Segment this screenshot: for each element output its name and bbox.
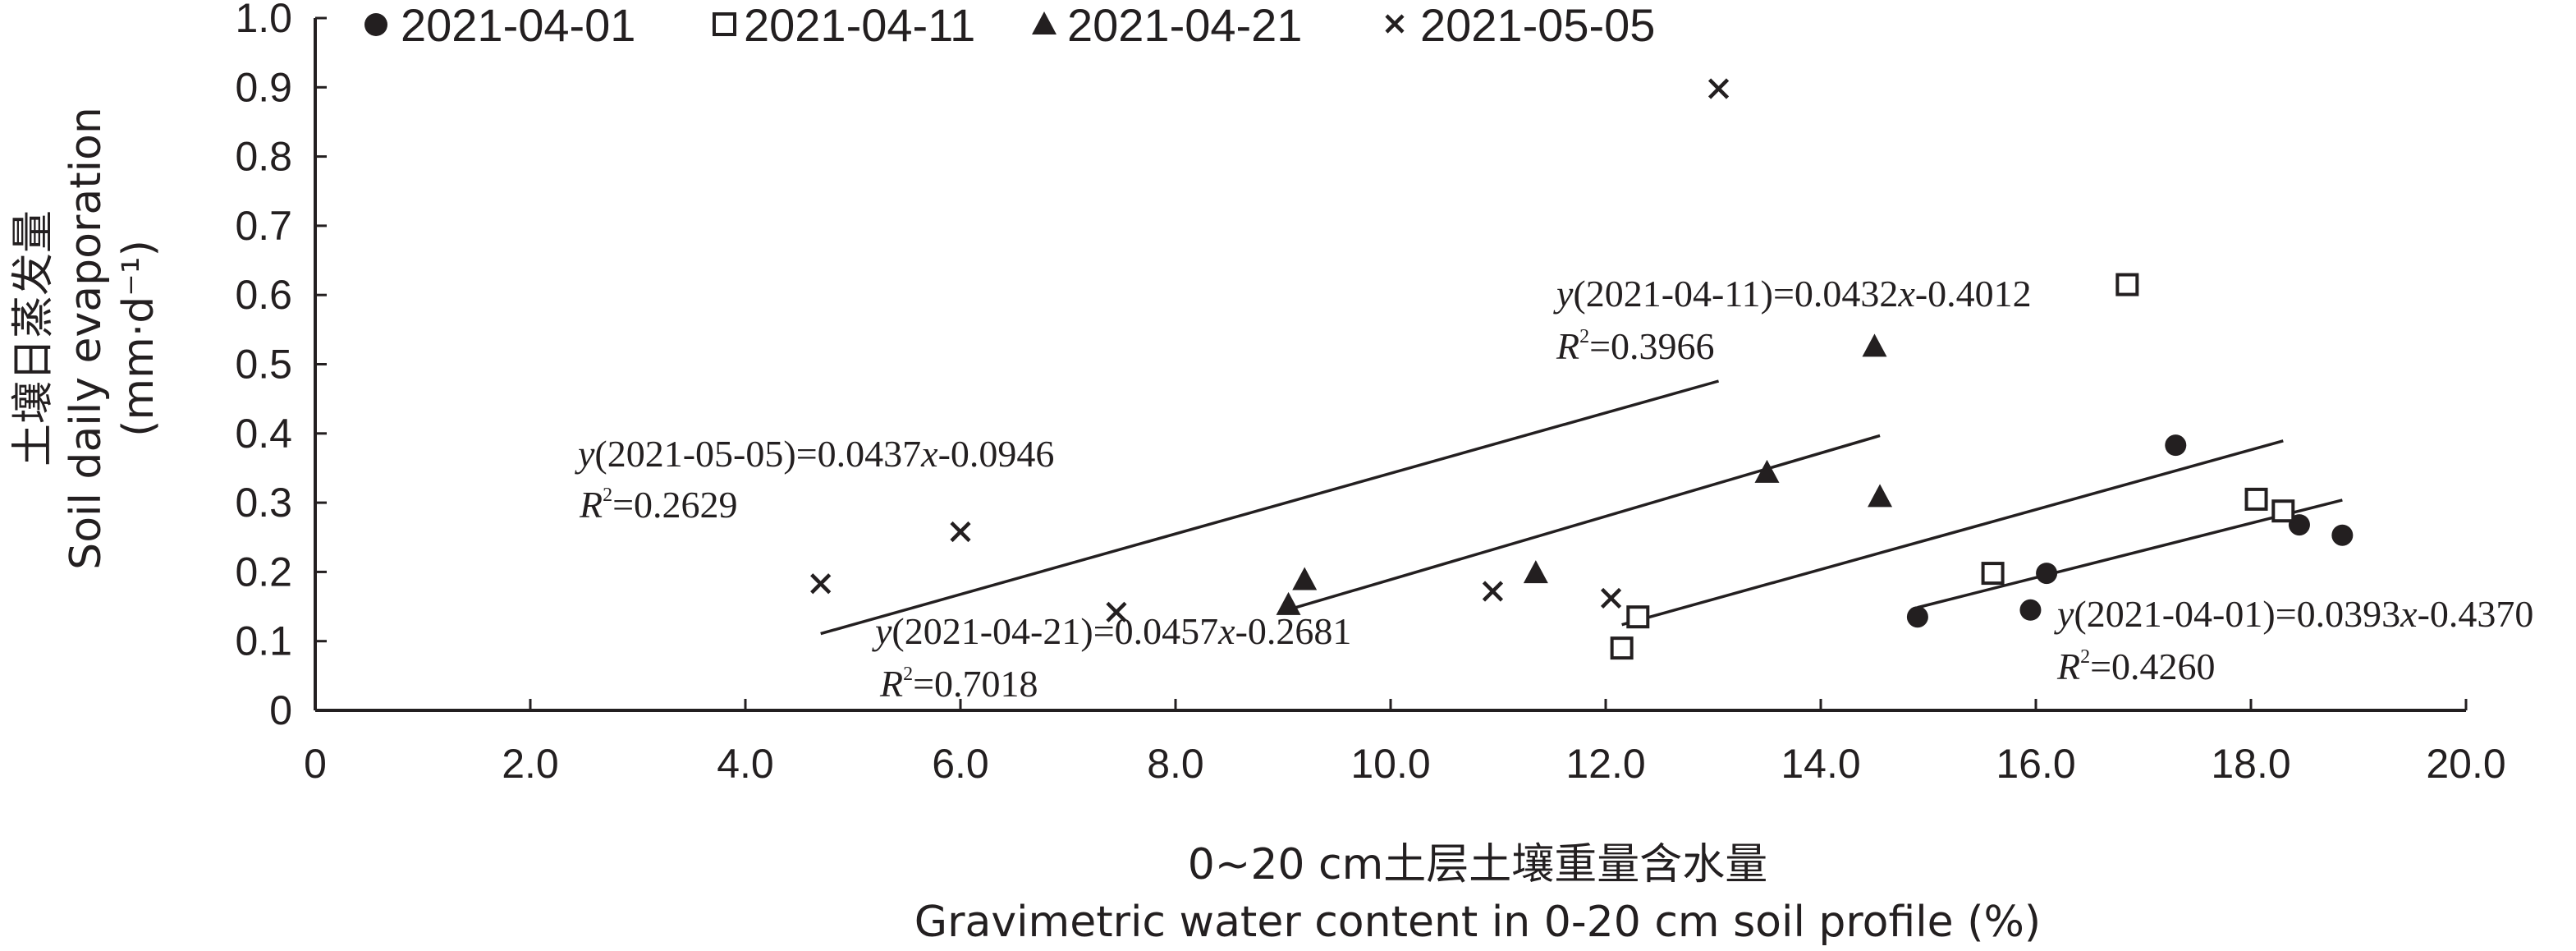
y-tick-label: 0.7 — [235, 203, 292, 249]
y-tick-label: 0.4 — [235, 411, 292, 457]
legend-label: 2021-04-11 — [744, 0, 975, 51]
data-point — [1754, 459, 1780, 483]
legend-item-2021-04-11: 2021-04-11 — [713, 0, 975, 51]
y-axis-title-en: Soil daily evaporation — [62, 107, 111, 570]
trend-line-2021-04-21 — [1288, 434, 1881, 612]
equation-2021-04-11: y(2021-04-11)=0.0432x-0.4012 R2=0.3966 — [1553, 273, 2032, 367]
equation-2021-04-21: y(2021-04-21)=0.0457x-0.2681 R2=0.7018 — [872, 610, 1351, 705]
legend-item-2021-04-01: 2021-04-01 — [364, 0, 635, 51]
trend-lines — [820, 379, 2343, 636]
trend-line-2021-04-01 — [1917, 498, 2343, 609]
data-points — [810, 78, 2354, 660]
series-2021-04-11 — [1610, 273, 2295, 660]
x-tick-label: 6.0 — [932, 741, 989, 787]
equation-text: y(2021-05-05)=0.0437x-0.0946 — [575, 433, 1054, 475]
x-tick-label: 12.0 — [1565, 741, 1645, 787]
data-point — [1600, 587, 1622, 609]
x-tick-label: 16.0 — [1996, 741, 2075, 787]
legend-label: 2021-04-01 — [401, 0, 635, 51]
y-tick-label: 0.2 — [235, 549, 292, 595]
series-2021-05-05 — [810, 78, 1730, 623]
equation-text: y(2021-04-21)=0.0457x-0.2681 — [872, 610, 1351, 652]
axes: 0 2.0 4.0 6.0 8.0 10.0 12.0 14.0 16.0 18.0 20.0 0 0.… — [235, 0, 2505, 787]
data-point — [2244, 487, 2268, 511]
data-point — [2019, 599, 2042, 621]
legend-marker-circle — [364, 13, 387, 36]
y-tick-label: 0.5 — [235, 342, 292, 388]
data-point — [1482, 581, 1504, 602]
data-point — [1292, 567, 1318, 590]
data-point — [950, 521, 971, 543]
y-tick-label: 0.1 — [235, 618, 292, 664]
data-point — [1626, 605, 1650, 629]
equation-text: y(2021-04-11)=0.0432x-0.4012 — [1553, 273, 2032, 315]
x-tick-label: 10.0 — [1350, 741, 1430, 787]
x-tick-label: 0 — [304, 741, 327, 787]
trend-line-2021-05-05 — [820, 379, 1720, 636]
legend-label: 2021-05-05 — [1420, 0, 1655, 51]
x-tick-label: 2.0 — [502, 741, 559, 787]
equation-2021-05-05: y(2021-05-05)=0.0437x-0.0946 R2=0.2629 — [575, 433, 1054, 526]
legend-label: 2021-04-21 — [1067, 0, 1302, 51]
legend: 2021-04-01 2021-04-11 2021-04-21 2021-05… — [364, 0, 1655, 51]
data-point — [2165, 434, 2187, 457]
x-axis-title-cn: 0~20 cm土层土壤重量含水量 — [1188, 840, 1768, 889]
y-axis-title-cn: 土壤日蒸发量 — [9, 210, 58, 466]
y-tick-label: 0.8 — [235, 134, 292, 180]
r-squared-text: R2=0.4260 — [2056, 645, 2216, 687]
y-axis-units: (mm·d⁻¹) — [114, 240, 163, 437]
axis-titles: 0~20 cm土层土壤重量含水量 Gravimetric water conte… — [9, 107, 2041, 947]
r-squared-text: R2=0.2629 — [579, 484, 738, 526]
legend-marker-square — [713, 12, 736, 36]
y-tick-label: 1.0 — [235, 0, 292, 41]
data-point — [2331, 524, 2354, 546]
legend-marker-triangle — [1032, 11, 1057, 34]
data-point — [1610, 636, 1634, 660]
y-tick-label: 0.6 — [235, 272, 292, 318]
x-tick-label: 4.0 — [717, 741, 774, 787]
legend-item-2021-05-05: 2021-05-05 — [1385, 0, 1655, 51]
y-tick-label: 0.9 — [235, 64, 292, 110]
x-tick-label: 8.0 — [1147, 741, 1204, 787]
x-tick-label: 20.0 — [2426, 741, 2505, 787]
x-tick-label: 14.0 — [1781, 741, 1860, 787]
trend-line-2021-04-11 — [1621, 439, 2284, 627]
data-point — [1868, 484, 1893, 508]
data-point — [1276, 591, 1301, 615]
equation-text: y(2021-04-01)=0.0393x-0.4370 — [2054, 593, 2533, 635]
data-point — [1981, 562, 2005, 586]
data-point — [2115, 273, 2139, 296]
series-2021-04-01 — [1906, 434, 2354, 628]
r-squared-text: R2=0.3966 — [1556, 325, 1715, 367]
data-point — [1523, 560, 1548, 584]
legend-item-2021-04-21: 2021-04-21 — [1032, 0, 1302, 51]
data-point — [2271, 499, 2295, 523]
data-point — [1707, 78, 1730, 99]
data-point — [1106, 601, 1127, 623]
r-squared-text: R2=0.7018 — [879, 663, 1038, 705]
y-tick-label: 0 — [269, 687, 292, 733]
x-tick-label: 18.0 — [2211, 741, 2290, 787]
regression-equations: y(2021-04-11)=0.0432x-0.4012 R2=0.3966 y… — [575, 273, 2533, 705]
data-point — [1906, 606, 1928, 628]
data-point — [810, 573, 832, 595]
data-point — [2036, 563, 2058, 585]
y-tick-label: 0.3 — [235, 480, 292, 526]
x-axis-title-en: Gravimetric water content in 0-20 cm soi… — [914, 898, 2041, 947]
legend-marker-cross — [1385, 14, 1405, 34]
series-2021-04-21 — [1276, 333, 1893, 615]
data-point — [1862, 333, 1887, 357]
equation-2021-04-01: y(2021-04-01)=0.0393x-0.4370 R2=0.4260 — [2054, 593, 2533, 687]
